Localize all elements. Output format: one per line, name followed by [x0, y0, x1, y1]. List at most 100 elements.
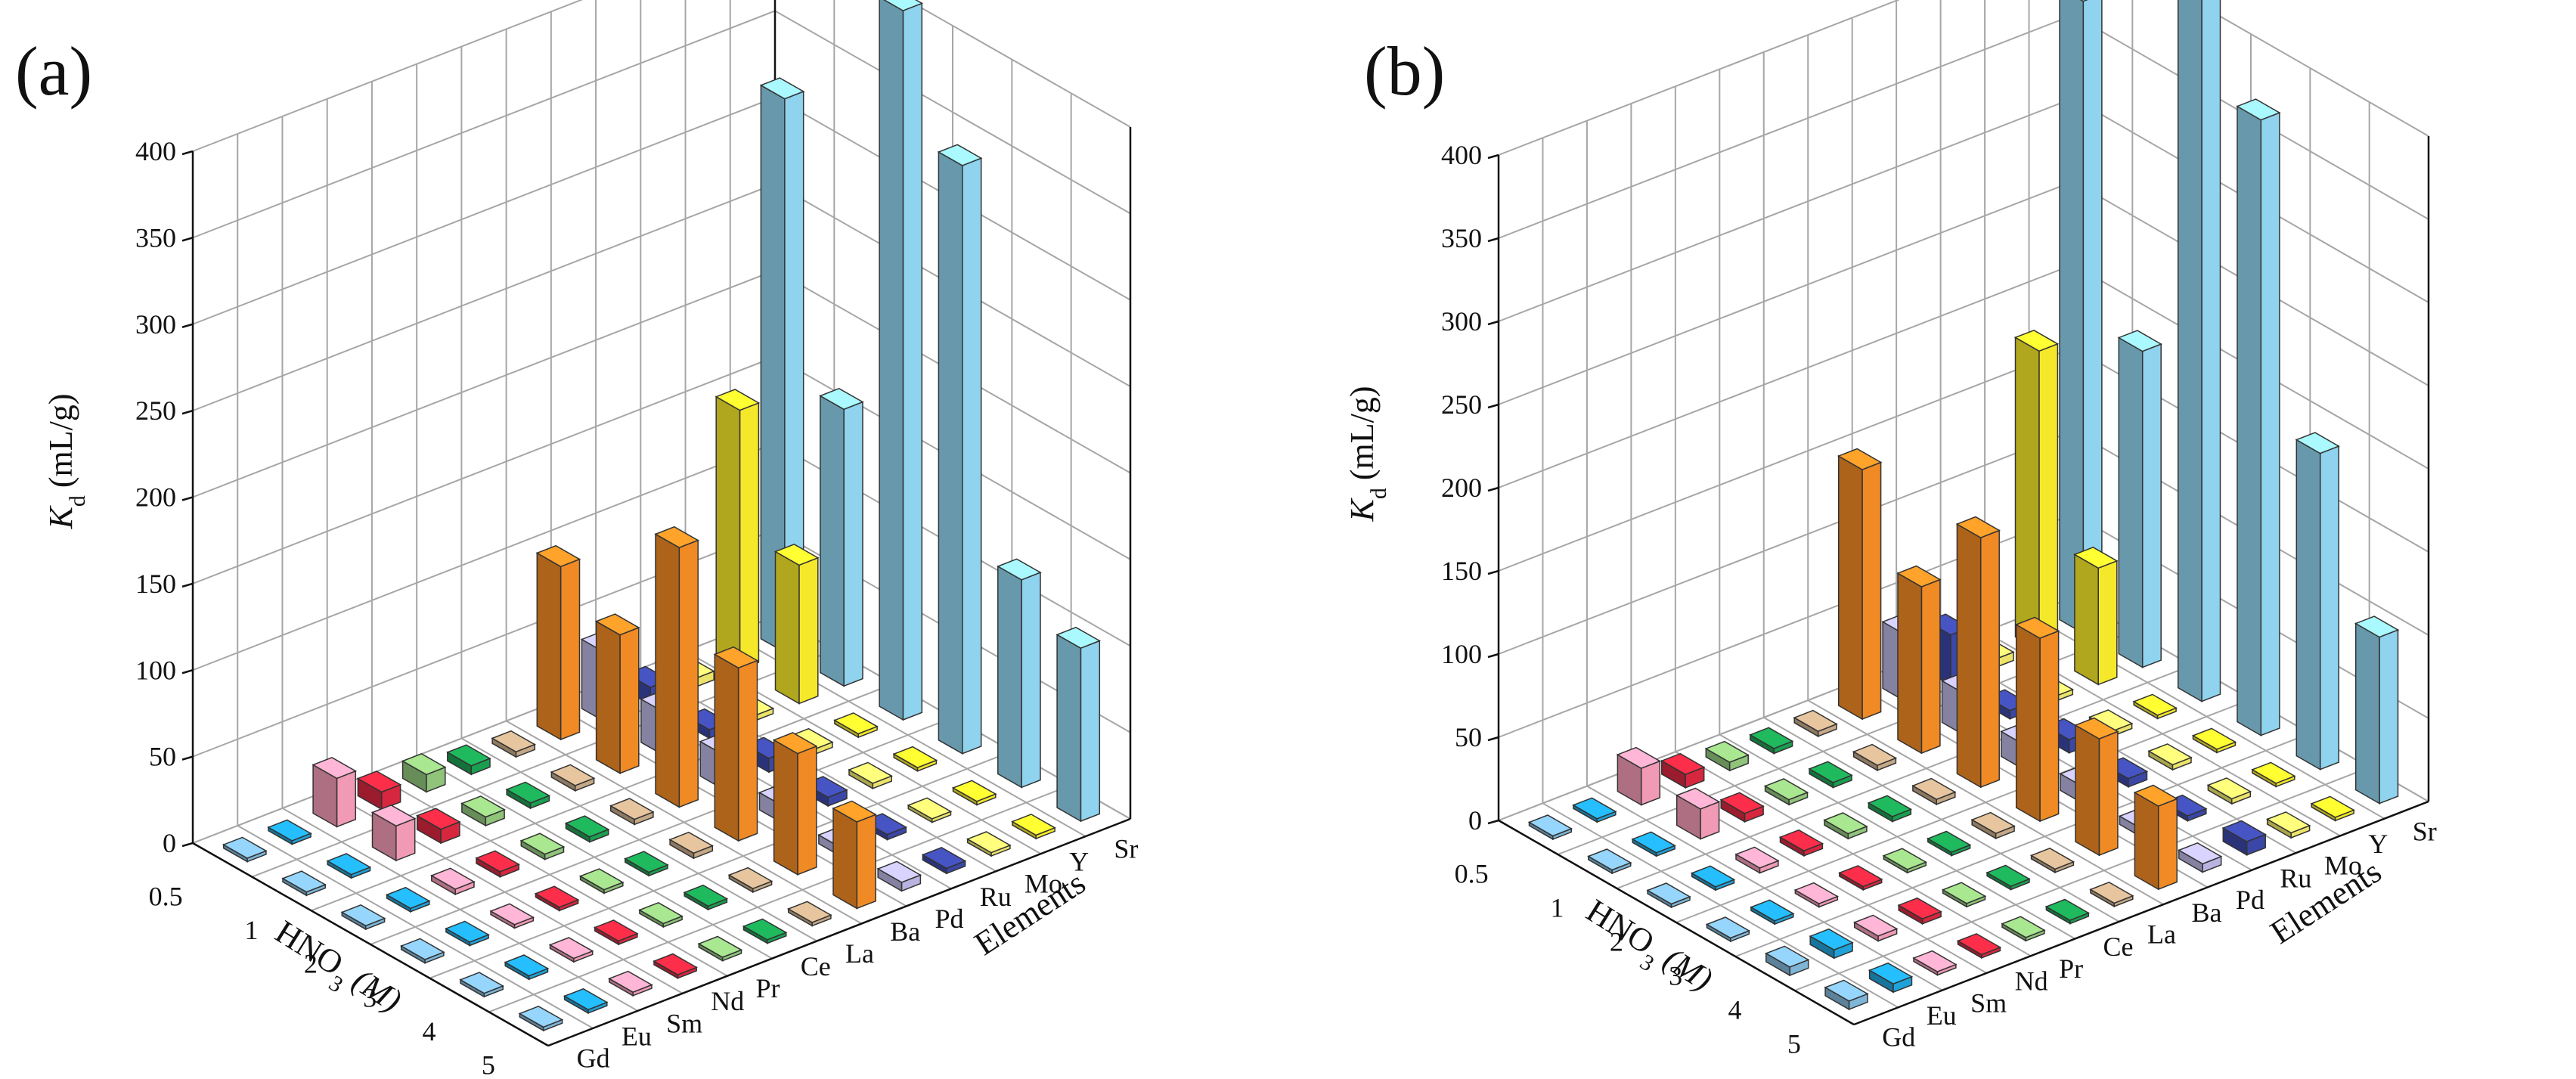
floor-gridline [640, 668, 997, 873]
chart-a-svg: 0 50 100 150 200 250 300 350 400 0.5 1 2 3 4 5 Gd Eu Sm Nd… [15, 0, 1138, 1079]
bar-top-face [1941, 882, 1987, 904]
bar-top-face [1763, 778, 1809, 801]
bar-top-face [832, 800, 877, 823]
z-tick-mark [181, 409, 194, 415]
bar-top-face [1824, 979, 1869, 1002]
bar-Gd-1M [1587, 848, 1632, 875]
bar-Y-5M [2310, 795, 2355, 822]
bar-top-face [1587, 848, 1632, 871]
bar-top-face [445, 920, 490, 943]
bar-Sm-0_5M [1616, 746, 1662, 806]
bar-Sr-3M [2236, 98, 2281, 736]
back-wall-gridline [1498, 0, 1900, 156]
bar-La-2M [609, 798, 655, 826]
bar-Sr-1M [2117, 330, 2162, 668]
bar-top-face [2147, 743, 2193, 766]
z-tick-label: 0 [163, 828, 176, 858]
z-tick-mark [1487, 653, 1499, 659]
bar-top-face [563, 988, 609, 1011]
bar-top-face [1837, 448, 1883, 470]
element-label: Sm [1970, 988, 2007, 1018]
bar-top-face [1852, 743, 1898, 767]
bar-side-face [2118, 336, 2144, 668]
bar-top-face [222, 836, 268, 859]
bar-side-face [1897, 572, 1923, 755]
bar-side-face [774, 550, 800, 705]
bar-top-face [2310, 795, 2355, 818]
bar-top-face [1765, 945, 1810, 968]
z-tick-label: 200 [1441, 473, 1482, 503]
bar-top-face [833, 712, 879, 735]
bar-top-face [2265, 811, 2311, 834]
element-label: Sr [2413, 816, 2437, 846]
z-tick-mark [1487, 153, 1499, 160]
bar-front-face [902, 2, 923, 721]
bar-Ce-5M [2044, 898, 2091, 925]
bar-Pd-5M [2178, 842, 2223, 873]
element-label: Y [1069, 847, 1089, 877]
bar-Nd-5M [653, 953, 698, 979]
bar-top-face [2295, 432, 2340, 454]
bar-top-face [1056, 626, 1102, 650]
z-tick-mark [181, 323, 194, 328]
bar-front-face [2141, 343, 2162, 668]
bar-side-face [2075, 724, 2100, 857]
bar-top-face [1793, 882, 1840, 904]
bar-top-face [1808, 761, 1853, 783]
bar-Eu-2M [1690, 865, 1736, 891]
bar-Ba-4M [772, 732, 818, 876]
back-wall-gridline [1498, 181, 2074, 405]
hno3-axis-ticks: 0.5 1 2 3 4 5 [1455, 859, 1801, 1059]
bar-side-face [595, 620, 621, 774]
back-wall-gridline [1498, 14, 2074, 239]
bar-Pr-2M [519, 833, 566, 860]
axis-line [1853, 800, 2429, 1026]
element-axis-labels: Gd Eu Sm Nd Pr Ce La Ba Pd Ru MoY Sr [1882, 816, 2437, 1052]
floor-gridline [237, 825, 594, 1029]
bar-side-face [938, 150, 963, 755]
bar-side-face [715, 395, 741, 671]
bar-top-face [727, 867, 773, 890]
hno3-tick-label: 4 [423, 1016, 436, 1046]
bar-top-face [966, 831, 1012, 854]
back-wall-gridline [1498, 347, 2074, 572]
bar-side-face [2134, 791, 2159, 891]
back-wall-gridline [192, 183, 776, 412]
bar-Eu-5M [1868, 962, 1914, 994]
bar-top-face [1778, 829, 1824, 852]
bar-Ba-2M [654, 526, 699, 808]
bar-top-face [578, 868, 625, 891]
bar-top-face [2073, 546, 2119, 569]
element-label: La [2147, 919, 2176, 950]
panel-label: (a) [15, 33, 92, 110]
bar-Ce-4M [1985, 864, 2031, 891]
bar-top-face [491, 730, 537, 753]
z-tick-mark [1487, 819, 1499, 825]
bar-top-face [1572, 797, 1617, 820]
bar-side-face [1956, 522, 1982, 789]
bar-Nd-1M [1719, 792, 1765, 823]
z-axis-title-unit: (mL/g) [1344, 386, 1381, 481]
bar-front-face [1021, 572, 1041, 789]
bar-top-face [2044, 898, 2091, 921]
bar-Ce-3M [1927, 830, 1972, 857]
bar-Ba-5M [832, 800, 877, 910]
bar-top-face [2221, 820, 2267, 842]
element-label: Sr [1114, 834, 1138, 864]
hno3-tick-label: 2 [1610, 927, 1623, 957]
element-label: Ce [2103, 932, 2134, 962]
z-tick-label: 100 [135, 655, 176, 685]
bar-top-face [697, 935, 743, 958]
bar-front-face [856, 814, 876, 910]
axis-line [1498, 819, 1855, 1026]
bar-top-face [638, 901, 684, 925]
element-label: Sm [666, 1008, 702, 1038]
bar-La-5M [786, 901, 832, 927]
bar-front-face [2260, 112, 2280, 736]
bar-Ce-1M [1808, 761, 1853, 789]
bar-top-face [1868, 962, 1914, 985]
bar-top-face [759, 77, 805, 100]
bar-top-face [1897, 897, 1942, 920]
bar-top-face [475, 850, 520, 873]
bar-Eu-0_5M [1572, 797, 1617, 823]
